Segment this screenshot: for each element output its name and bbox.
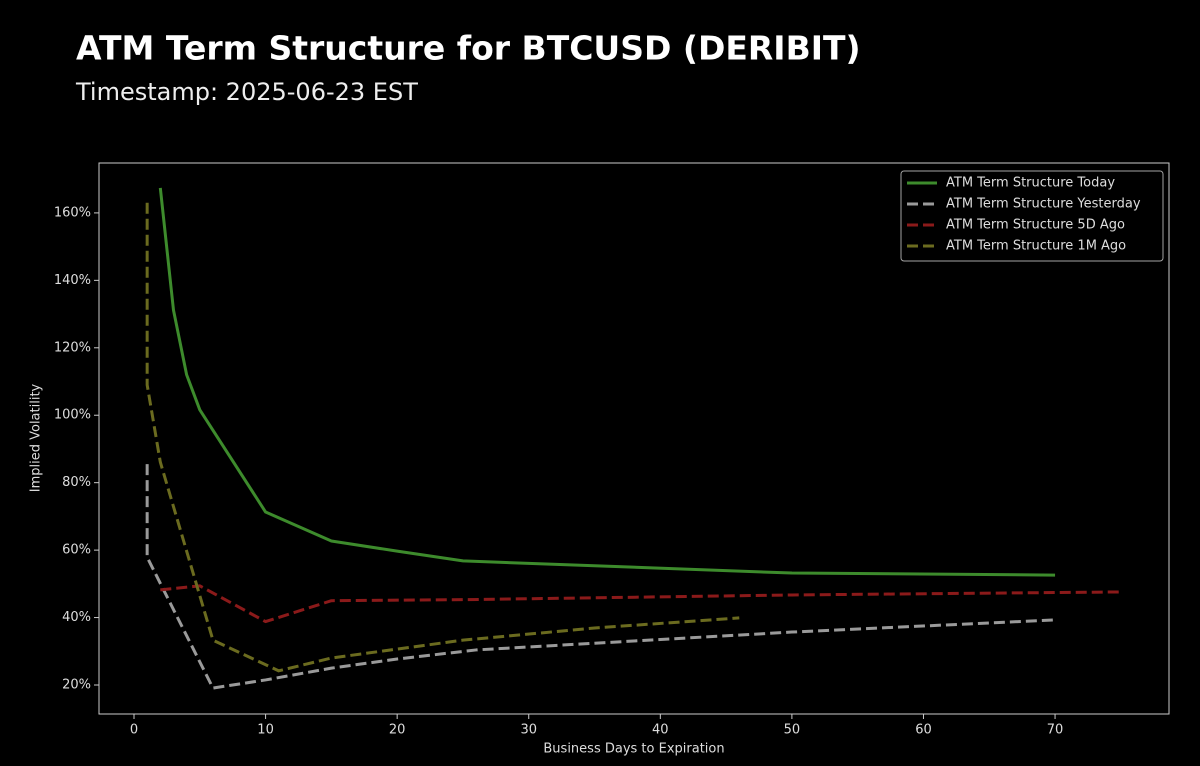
x-tick-label: 0 bbox=[130, 723, 138, 738]
chart-subtitle: Timestamp: 2025-06-23 EST bbox=[75, 78, 418, 106]
series-line bbox=[158, 187, 1056, 577]
legend-label: ATM Term Structure 5D Ago bbox=[946, 218, 1125, 233]
y-axis-label: Implied Volatility bbox=[29, 383, 44, 492]
x-tick-label: 50 bbox=[784, 723, 801, 738]
legend: ATM Term Structure Today ATM Term Structu… bbox=[900, 170, 1164, 262]
x-axis-label: Business Days to Expiration bbox=[543, 742, 724, 757]
y-tick-label: 60% bbox=[62, 543, 91, 558]
x-tick-label: 40 bbox=[652, 723, 669, 738]
y-tick-label: 20% bbox=[62, 678, 91, 693]
plot-frame bbox=[98, 162, 1170, 715]
legend-label: ATM Term Structure Yesterday bbox=[946, 197, 1141, 212]
y-tick-label: 120% bbox=[54, 340, 91, 355]
legend-label: ATM Term Structure Today bbox=[946, 176, 1115, 191]
y-tick-label: 140% bbox=[54, 273, 91, 288]
series-line bbox=[160, 584, 1121, 624]
y-tick-label: 80% bbox=[62, 475, 91, 490]
x-tick-label: 10 bbox=[257, 723, 274, 738]
x-tick-label: 30 bbox=[520, 723, 537, 738]
x-tick-label: 20 bbox=[389, 723, 406, 738]
y-tick-label: 160% bbox=[54, 205, 91, 220]
legend-label: ATM Term Structure 1M Ago bbox=[946, 239, 1126, 254]
chart-title: ATM Term Structure for BTCUSD (DERIBIT) bbox=[76, 29, 861, 68]
y-tick-label: 100% bbox=[54, 408, 91, 423]
series-line bbox=[145, 464, 1056, 690]
x-tick-label: 60 bbox=[915, 723, 932, 738]
legend-box bbox=[900, 170, 1164, 262]
series-line bbox=[145, 202, 740, 673]
x-tick-label: 70 bbox=[1047, 723, 1064, 738]
y-tick-label: 40% bbox=[62, 610, 91, 625]
